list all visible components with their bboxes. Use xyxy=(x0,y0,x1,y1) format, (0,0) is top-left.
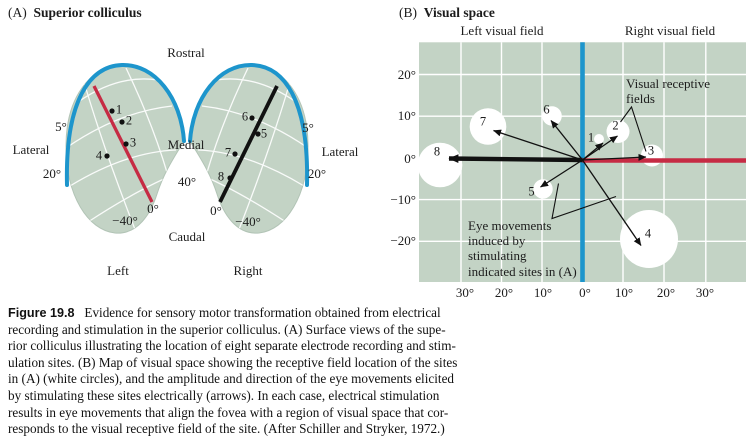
label-rostral: Rostral xyxy=(167,45,205,61)
y-tick-20: 20° xyxy=(397,67,416,83)
site-label-1: 1 xyxy=(115,102,123,117)
label-5deg-right: 5° xyxy=(302,120,314,136)
receptive-field-circle-8 xyxy=(417,142,463,188)
grid-arcs-right xyxy=(193,67,308,233)
x-tick-0: 0° xyxy=(579,285,591,301)
rf-number-label-7: 7 xyxy=(479,114,487,128)
eye-movement-arrow-5 xyxy=(540,159,583,188)
eye-movement-arrow-7 xyxy=(493,129,583,161)
rf-number-label-4: 4 xyxy=(644,226,652,241)
panel-b-title: (B) Visual space xyxy=(399,5,495,20)
x-tick-r10: 10° xyxy=(614,285,634,301)
rf-number-label-8: 8 xyxy=(433,144,441,159)
rf-number-label-5: 5 xyxy=(528,184,535,199)
y-tick-0: 0° xyxy=(404,151,416,167)
site-label-2: 2 xyxy=(125,113,133,128)
site-label-6: 6 xyxy=(241,109,249,124)
x-tick-r30: 30° xyxy=(695,285,715,301)
label-caudal: Caudal xyxy=(168,229,206,245)
figure-caption: Figure 19.8 Evidence for sensory motor t… xyxy=(8,305,458,437)
site-label-8: 8 xyxy=(217,169,225,184)
label-lateral-right: Lateral xyxy=(321,144,359,160)
label-lateral-left: Lateral xyxy=(12,142,50,158)
label-left-visual-field: Left visual field xyxy=(460,23,544,39)
eye-movement-arrow-8 xyxy=(448,154,583,164)
panel-a-title: (A) Superior colliculus xyxy=(8,5,142,20)
colliculus-left-blue-border xyxy=(64,62,186,187)
annotation-visual-receptive-fields: Visual receptive fields xyxy=(626,76,711,107)
label-40deg-medial: 40° xyxy=(177,174,197,190)
rf-number-label-3: 3 xyxy=(647,143,655,157)
eye-movement-arrow-6 xyxy=(550,120,584,161)
label-neg40-right: −40° xyxy=(235,214,261,230)
leader-receptive-fields xyxy=(620,105,647,152)
label-0deg-left: 0° xyxy=(147,201,159,217)
rf-number-label-1: 1 xyxy=(587,130,595,144)
receptive-field-circle-7 xyxy=(469,108,507,145)
electrode-track-left-red xyxy=(92,85,154,203)
eye-movement-arrows xyxy=(448,120,647,246)
annotation-leader-lines xyxy=(551,105,647,220)
receptive-field-circle-1 xyxy=(594,134,604,144)
colliculus-right-blue-border xyxy=(188,62,310,187)
label-medial: Medial xyxy=(167,137,205,153)
x-tick-l30: 30° xyxy=(455,285,475,301)
label-20deg-left: 20° xyxy=(42,166,62,182)
electrode-site-dots xyxy=(104,108,261,181)
x-tick-r20: 20° xyxy=(656,285,676,301)
caption-heading: Figure 19.8 xyxy=(8,306,75,320)
receptive-field-circle-5 xyxy=(533,179,553,199)
eye-movement-arrow-3 xyxy=(582,153,647,161)
rf-number-label-6: 6 xyxy=(543,102,550,117)
site-label-4: 4 xyxy=(95,148,103,163)
site-label-3: 3 xyxy=(129,135,137,150)
label-right: Right xyxy=(233,263,263,279)
eye-movement-arrow-2 xyxy=(582,135,618,161)
label-0deg-right: 0° xyxy=(210,203,222,219)
label-neg40-left: −40° xyxy=(112,213,138,229)
label-left: Left xyxy=(107,263,129,279)
x-tick-l10: 10° xyxy=(533,285,553,301)
colliculus-right-shape xyxy=(188,62,310,234)
y-tick-neg20: −20° xyxy=(390,233,416,249)
rf-number-label-2: 2 xyxy=(612,118,619,133)
label-right-visual-field: Right visual field xyxy=(624,23,716,39)
figure-graphics xyxy=(64,42,746,282)
eye-movement-arrow-4 xyxy=(581,159,642,246)
site-label-5: 5 xyxy=(260,126,268,141)
receptive-field-circle-4 xyxy=(620,210,678,268)
label-5deg-left: 5° xyxy=(55,119,67,135)
annotation-eye-movements: Eye movements induced by stimulating ind… xyxy=(468,218,577,279)
leader-eye-movements xyxy=(551,183,617,220)
y-tick-neg10: −10° xyxy=(390,191,416,207)
colliculus-left-shape xyxy=(64,62,186,234)
y-tick-10: 10° xyxy=(397,108,416,124)
electrode-track-right-black xyxy=(218,85,279,203)
site-label-7: 7 xyxy=(224,145,232,160)
label-20deg-right: 20° xyxy=(307,166,327,182)
x-tick-l20: 20° xyxy=(494,285,514,301)
